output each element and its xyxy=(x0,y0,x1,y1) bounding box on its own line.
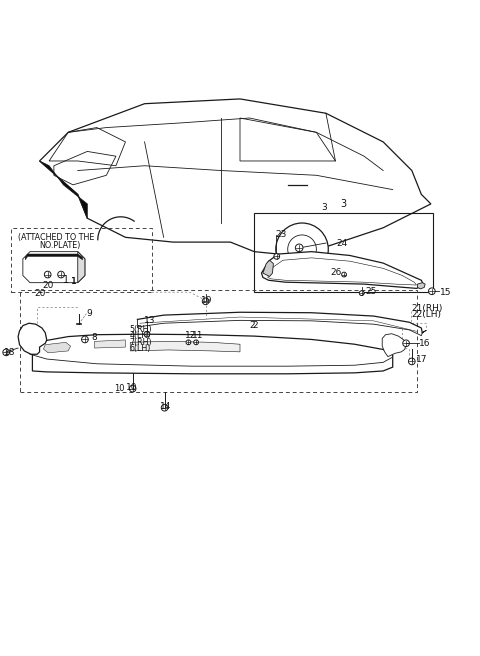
Circle shape xyxy=(144,331,150,337)
Text: 10: 10 xyxy=(125,383,137,392)
Text: 3: 3 xyxy=(341,199,347,209)
Text: 15: 15 xyxy=(441,288,452,297)
Circle shape xyxy=(58,271,64,278)
Text: 25: 25 xyxy=(365,287,376,296)
Text: NO.PLATE): NO.PLATE) xyxy=(39,241,81,250)
Text: 10: 10 xyxy=(114,384,124,393)
Text: 3: 3 xyxy=(321,203,327,213)
Circle shape xyxy=(408,358,415,365)
Text: 21(RH): 21(RH) xyxy=(412,304,443,313)
Text: 8: 8 xyxy=(91,333,97,342)
Polygon shape xyxy=(33,334,393,374)
Bar xyxy=(11,228,152,292)
Circle shape xyxy=(403,340,409,346)
Circle shape xyxy=(342,272,347,277)
Polygon shape xyxy=(262,252,424,289)
Polygon shape xyxy=(43,342,71,353)
Text: 5(RH): 5(RH) xyxy=(129,325,152,335)
Polygon shape xyxy=(95,340,125,348)
Circle shape xyxy=(44,271,51,278)
Text: 2: 2 xyxy=(250,321,255,330)
Polygon shape xyxy=(78,252,85,283)
Text: (ATTACHED TO THE: (ATTACHED TO THE xyxy=(18,233,95,241)
Text: 24: 24 xyxy=(336,239,348,247)
Circle shape xyxy=(3,349,10,356)
Circle shape xyxy=(274,254,280,259)
Circle shape xyxy=(194,340,199,344)
Bar xyxy=(254,213,433,292)
Polygon shape xyxy=(418,283,425,289)
Text: 19: 19 xyxy=(201,296,212,305)
Text: 4(LH): 4(LH) xyxy=(129,331,151,340)
Text: 13: 13 xyxy=(144,316,155,325)
Polygon shape xyxy=(23,252,85,283)
Polygon shape xyxy=(130,341,240,352)
Circle shape xyxy=(276,223,328,276)
Polygon shape xyxy=(382,334,406,357)
Polygon shape xyxy=(25,254,83,260)
Circle shape xyxy=(82,336,88,343)
Polygon shape xyxy=(39,99,431,256)
Text: 9: 9 xyxy=(86,309,92,318)
Text: 17: 17 xyxy=(416,356,427,365)
Circle shape xyxy=(295,244,303,252)
Text: 1: 1 xyxy=(71,277,76,286)
Text: 12: 12 xyxy=(185,331,196,340)
Text: 20: 20 xyxy=(35,289,46,298)
Text: 16: 16 xyxy=(419,338,431,348)
Polygon shape xyxy=(18,323,47,354)
Text: 18: 18 xyxy=(4,348,15,358)
Circle shape xyxy=(202,298,209,304)
Circle shape xyxy=(129,385,136,392)
Text: 22(LH): 22(LH) xyxy=(412,310,442,319)
Text: 20: 20 xyxy=(42,281,53,289)
Text: 7(RH): 7(RH) xyxy=(129,338,152,347)
Circle shape xyxy=(429,288,435,295)
Circle shape xyxy=(360,291,364,296)
Text: 1: 1 xyxy=(63,275,70,285)
Text: 1: 1 xyxy=(71,277,76,286)
Circle shape xyxy=(161,404,168,411)
Text: 11: 11 xyxy=(192,331,204,340)
Text: 2: 2 xyxy=(252,321,258,330)
Text: 6(LH): 6(LH) xyxy=(129,344,151,352)
Polygon shape xyxy=(263,260,274,276)
Circle shape xyxy=(186,340,191,344)
Text: 26: 26 xyxy=(331,268,342,277)
Polygon shape xyxy=(39,161,87,218)
Bar xyxy=(21,290,417,392)
Text: 14: 14 xyxy=(160,402,172,411)
Text: 23: 23 xyxy=(276,230,287,239)
